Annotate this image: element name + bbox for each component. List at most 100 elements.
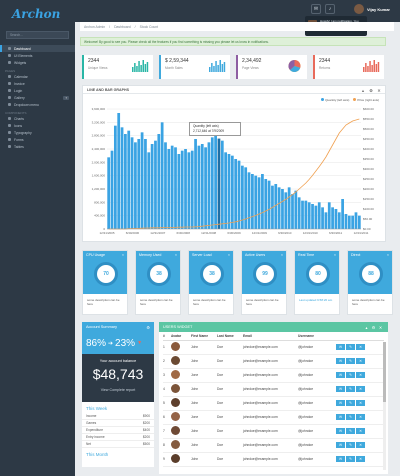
delete-button[interactable]: ✕: [356, 414, 365, 420]
mail-icon[interactable]: ✉: [311, 4, 321, 14]
sidebar-item[interactable]: Dropdown menu: [0, 101, 75, 108]
sidebar-item[interactable]: Charts: [0, 115, 75, 122]
user-name: Vijay Kumar: [366, 6, 390, 12]
bar: [311, 204, 314, 229]
users-scrollbar[interactable]: [383, 342, 386, 470]
edit-button[interactable]: ✎: [346, 428, 355, 434]
edit-button[interactable]: ✎: [346, 456, 355, 462]
sidebar-item[interactable]: Typography: [0, 129, 75, 136]
breadcrumb-item[interactable]: Archon Admin: [84, 24, 106, 29]
y-right-tick-label: $200.00: [363, 187, 374, 191]
avatar: [171, 370, 180, 379]
delete-button[interactable]: ✕: [356, 386, 365, 392]
close-icon[interactable]: ×: [121, 253, 124, 257]
bar: [180, 150, 184, 229]
stat-card[interactable]: 2,34,492 Page Views: [236, 55, 307, 79]
bar: [220, 140, 224, 229]
sidebar-item[interactable]: Dashboard: [0, 45, 75, 52]
bar: [214, 135, 217, 229]
user-menu[interactable]: Vijay Kumar: [353, 4, 390, 14]
gauge-card[interactable]: Direct × 88 some description can be here: [347, 250, 393, 315]
week-row-value: $200: [142, 435, 150, 439]
bar-chart-icon: [132, 60, 149, 72]
mail-button[interactable]: ✉: [336, 428, 345, 434]
sidebar-item-label: Gallery: [14, 95, 25, 100]
sidebar-item[interactable]: UI Elements: [0, 52, 75, 59]
gear-icon[interactable]: ⚙: [371, 324, 376, 330]
scrollbar-thumb[interactable]: [383, 342, 386, 402]
collapse-icon[interactable]: ▴: [365, 324, 368, 330]
gauge-card[interactable]: Active Users × 99 some description can be h…: [241, 250, 287, 315]
gauge-card[interactable]: CPU Usage × 70 some description can be here: [82, 250, 128, 315]
sidebar-item[interactable]: Login: [0, 87, 75, 94]
delete-button[interactable]: ✕: [356, 344, 365, 350]
close-icon[interactable]: ×: [174, 253, 177, 257]
mail-button[interactable]: ✉: [336, 372, 345, 378]
mail-button[interactable]: ✉: [336, 344, 345, 350]
stat-card[interactable]: 2344 Returns: [313, 55, 384, 79]
close-icon[interactable]: ×: [386, 253, 389, 257]
users-widget: USERS WIDGET ▴ ⚙ ✕ # Avatar First Name Last…: [159, 322, 388, 474]
mail-button[interactable]: ✉: [336, 358, 345, 364]
view-report-link[interactable]: View Complete report: [100, 388, 136, 392]
edit-button[interactable]: ✎: [346, 400, 355, 406]
delete-button[interactable]: ✕: [356, 442, 365, 448]
stat-card[interactable]: 2344 Unique Views: [82, 55, 153, 79]
edit-button[interactable]: ✎: [346, 344, 355, 350]
gauge-card[interactable]: Memory Used × 38 some description can be he…: [135, 250, 181, 315]
mail-button[interactable]: ✉: [336, 456, 345, 462]
avatar: [171, 384, 180, 393]
close-icon[interactable]: ×: [333, 253, 336, 257]
gear-icon[interactable]: ⚙: [369, 87, 373, 93]
mail-button[interactable]: ✉: [336, 414, 345, 420]
month-title: This Month: [86, 452, 109, 457]
delete-button[interactable]: ✕: [356, 456, 365, 462]
last-name: Doe: [217, 382, 243, 397]
sidebar-item[interactable]: Widgets: [0, 59, 75, 66]
close-icon[interactable]: ✕: [378, 324, 383, 330]
edit-button[interactable]: ✎: [346, 386, 355, 392]
delete-button[interactable]: ✕: [356, 428, 365, 434]
gauge-card[interactable]: Server Load × 38 some description can be he…: [188, 250, 234, 315]
sidebar-item[interactable]: Forms: [0, 136, 75, 143]
close-icon[interactable]: ×: [227, 253, 230, 257]
sidebar-item[interactable]: Gallery 7: [0, 94, 75, 101]
bar: [240, 165, 244, 229]
delete-button[interactable]: ✕: [356, 358, 365, 364]
edit-button[interactable]: ✎: [346, 414, 355, 420]
settings-icon[interactable]: ⚙: [146, 324, 150, 330]
first-name: Jone: [191, 410, 217, 425]
gauge-card[interactable]: Real Time × 80 Last updated 9:58:20 am: [294, 250, 340, 315]
sidebar-item[interactable]: Calendar: [0, 73, 75, 80]
mail-button[interactable]: ✉: [336, 442, 345, 448]
menu-icon: [8, 61, 11, 64]
bar: [227, 154, 231, 229]
tooltip-title: Quantity (left axis): [193, 124, 219, 128]
delete-button[interactable]: ✕: [356, 372, 365, 378]
y-left-tick-label: 1,600,000: [92, 174, 106, 178]
app-logo[interactable]: Archon: [12, 6, 61, 21]
username: @johndoe: [298, 396, 336, 411]
breadcrumb-item[interactable]: Dashboard: [114, 24, 131, 29]
stat-card[interactable]: $ 2,59,344 Month Sales: [159, 55, 230, 79]
mail-button[interactable]: ✉: [336, 386, 345, 392]
bell-icon[interactable]: ♪: [325, 4, 335, 14]
edit-button[interactable]: ✎: [346, 442, 355, 448]
delete-button[interactable]: ✕: [356, 400, 365, 406]
welcome-alert[interactable]: Welcome! By good to see you. Please chec…: [80, 37, 386, 46]
close-icon[interactable]: ×: [280, 253, 283, 257]
edit-button[interactable]: ✎: [346, 372, 355, 378]
close-icon[interactable]: ✕: [377, 87, 381, 93]
edit-button[interactable]: ✎: [346, 358, 355, 364]
email: johndoe@example.com: [243, 340, 298, 355]
bar: [127, 130, 131, 229]
table-header: Username: [298, 332, 336, 341]
mail-button[interactable]: ✉: [336, 400, 345, 406]
sidebar-item[interactable]: Tables: [0, 143, 75, 150]
sidebar-item[interactable]: Invoice: [0, 80, 75, 87]
last-name: Doe: [217, 368, 243, 383]
collapse-icon[interactable]: ▴: [361, 87, 364, 93]
sidebar-search-input[interactable]: Search...: [6, 31, 69, 39]
gauge-top: Direct × 88: [348, 251, 392, 294]
sidebar-item[interactable]: Icons: [0, 122, 75, 129]
